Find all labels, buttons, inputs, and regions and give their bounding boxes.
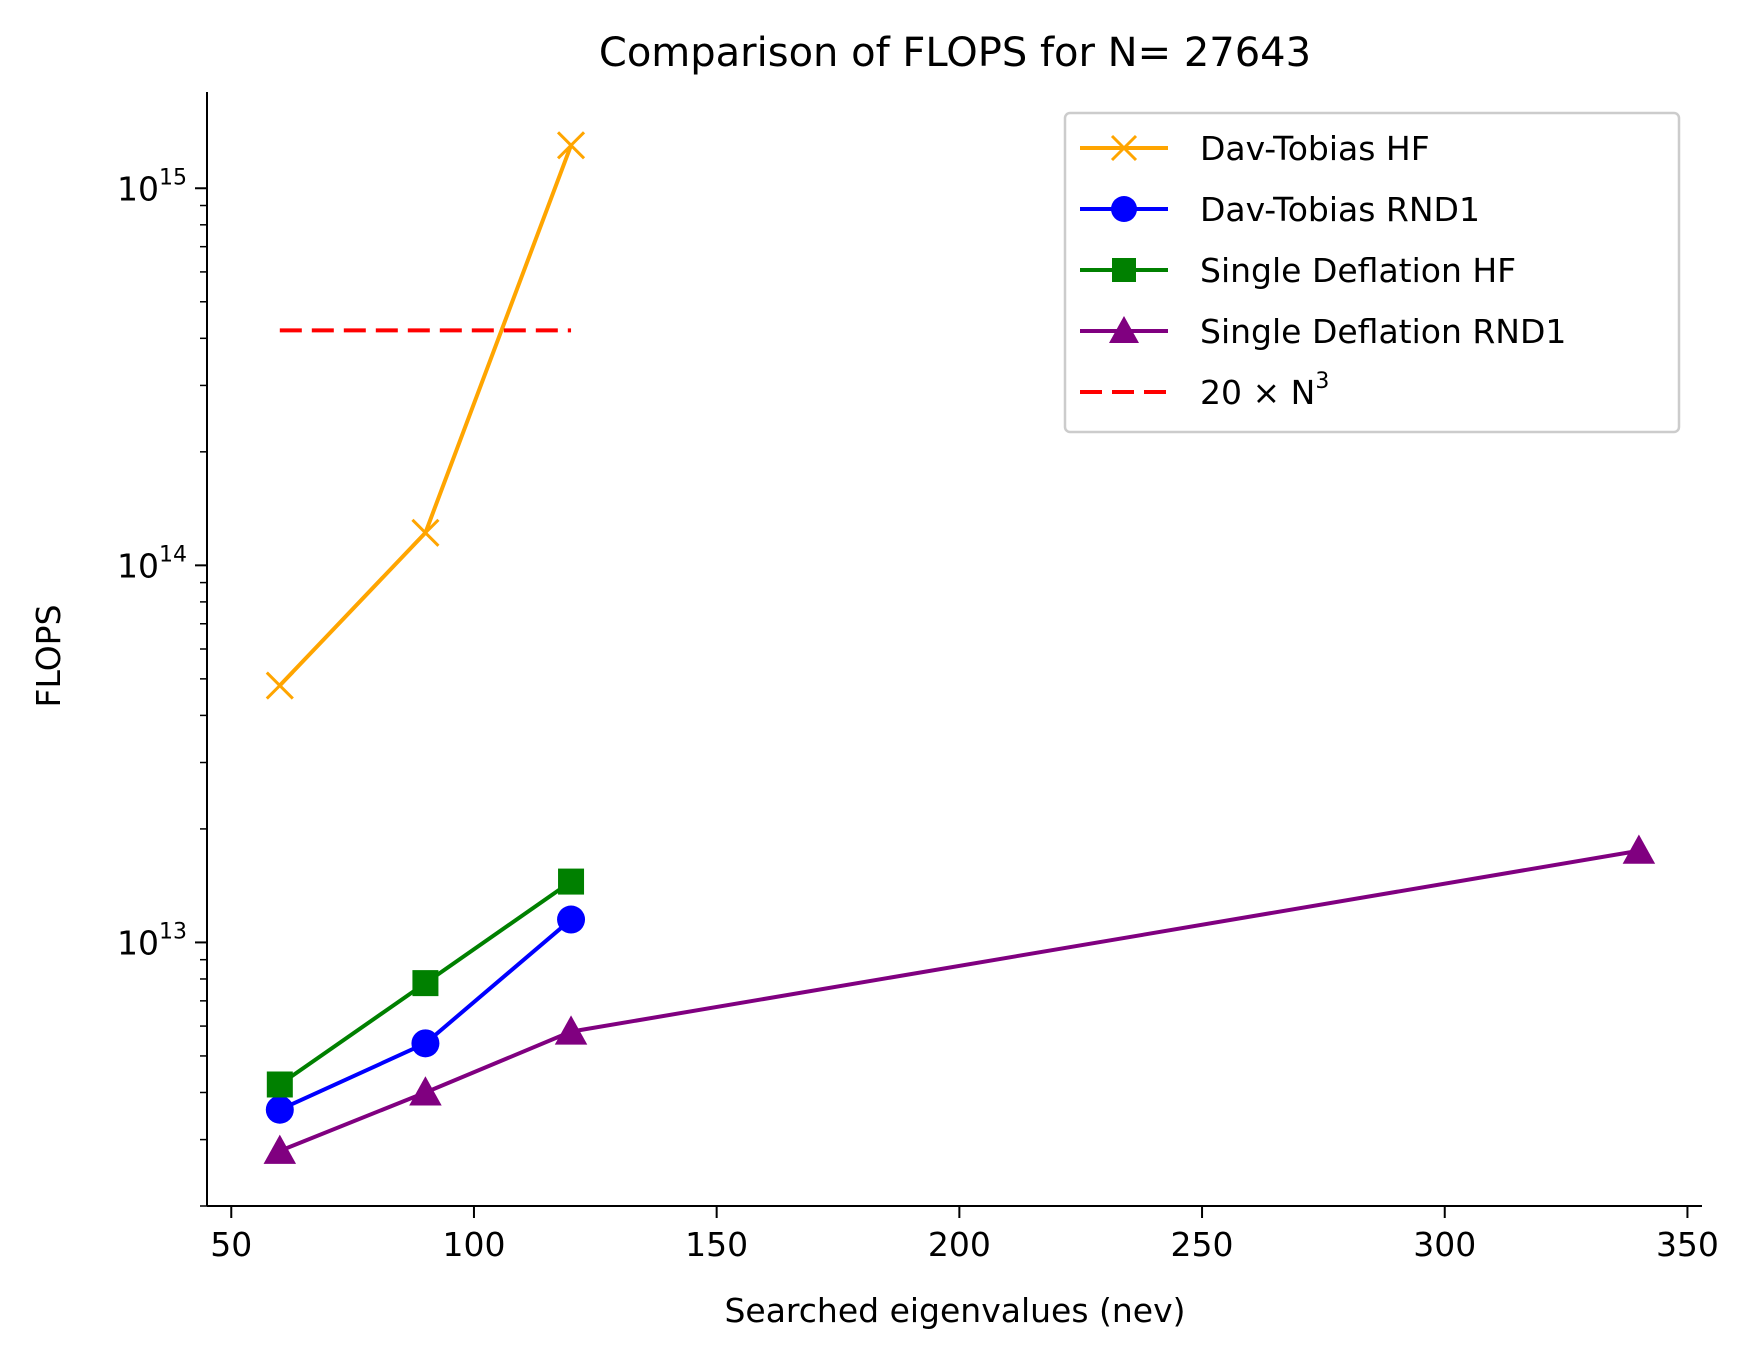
x-ticks: 50 100 150 200 250 300 350 <box>210 1206 1719 1264</box>
data-point-circle <box>1111 196 1137 222</box>
y-tick-base: 10 <box>117 546 159 585</box>
y-tick-label: 1015 <box>117 165 187 208</box>
x-tick-label: 50 <box>210 1225 252 1264</box>
data-point-x <box>1110 134 1138 162</box>
plot-area <box>263 131 1656 1164</box>
series-0 <box>265 131 586 700</box>
legend-label: Single Deflation RND1 <box>1200 312 1566 351</box>
legend-label-exponent: 3 <box>1315 369 1329 394</box>
data-point-x <box>556 131 586 160</box>
x-tick-label: 300 <box>1413 1225 1476 1264</box>
series-2 <box>266 868 585 1098</box>
y-tick-label: 1014 <box>117 542 187 585</box>
legend-label: Single Deflation HF <box>1200 251 1516 290</box>
x-tick-label: 100 <box>442 1225 505 1264</box>
x-axis-label: Searched eigenvalues (nev) <box>724 1291 1185 1330</box>
series-line <box>278 144 573 687</box>
legend-label: Dav-Tobias HF <box>1200 129 1430 168</box>
legend-label: 20 × N3 <box>1200 369 1329 412</box>
y-tick-base: 10 <box>117 923 159 962</box>
legend-label-base: 20 × N <box>1200 373 1315 412</box>
y-axis-label: FLOPS <box>29 604 68 707</box>
data-point-square <box>266 1071 293 1098</box>
series-1 <box>265 905 586 1124</box>
x-stroke <box>411 518 440 547</box>
data-point-square <box>1112 258 1136 282</box>
series-3 <box>263 834 1656 1164</box>
data-point-triangle <box>1622 834 1656 864</box>
legend: Dav-Tobias HF Dav-Tobias RND1 Single Defla… <box>1063 111 1681 434</box>
x-tick-label: 200 <box>928 1225 991 1264</box>
data-point-x <box>265 671 294 700</box>
x-stroke <box>556 131 586 160</box>
chart-title: Comparison of FLOPS for N= 27643 <box>599 30 1311 76</box>
x-stroke <box>1110 134 1138 162</box>
y-tick-label: 1013 <box>117 919 187 962</box>
data-point-triangle <box>263 1134 297 1164</box>
x-tick-label: 350 <box>1656 1225 1719 1264</box>
x-tick-label: 250 <box>1171 1225 1234 1264</box>
legend-box <box>1063 111 1681 434</box>
data-point-triangle <box>1109 316 1139 343</box>
series-line <box>279 848 1640 1153</box>
legend-label: Dav-Tobias RND1 <box>1200 190 1480 229</box>
y-tick-exponent: 13 <box>159 919 187 944</box>
data-point-circle <box>411 1029 440 1058</box>
data-point-x <box>411 518 440 547</box>
data-point-circle <box>557 905 586 934</box>
x-stroke <box>265 671 294 700</box>
data-point-triangle <box>409 1076 442 1106</box>
y-tick-exponent: 14 <box>159 542 187 567</box>
data-point-square <box>558 868 585 895</box>
data-point-square <box>412 970 439 997</box>
y-tick-exponent: 15 <box>159 165 187 190</box>
data-point-circle <box>265 1095 294 1124</box>
y-tick-base: 10 <box>117 169 159 208</box>
data-point-triangle <box>554 1015 588 1045</box>
x-tick-label: 150 <box>685 1225 748 1264</box>
